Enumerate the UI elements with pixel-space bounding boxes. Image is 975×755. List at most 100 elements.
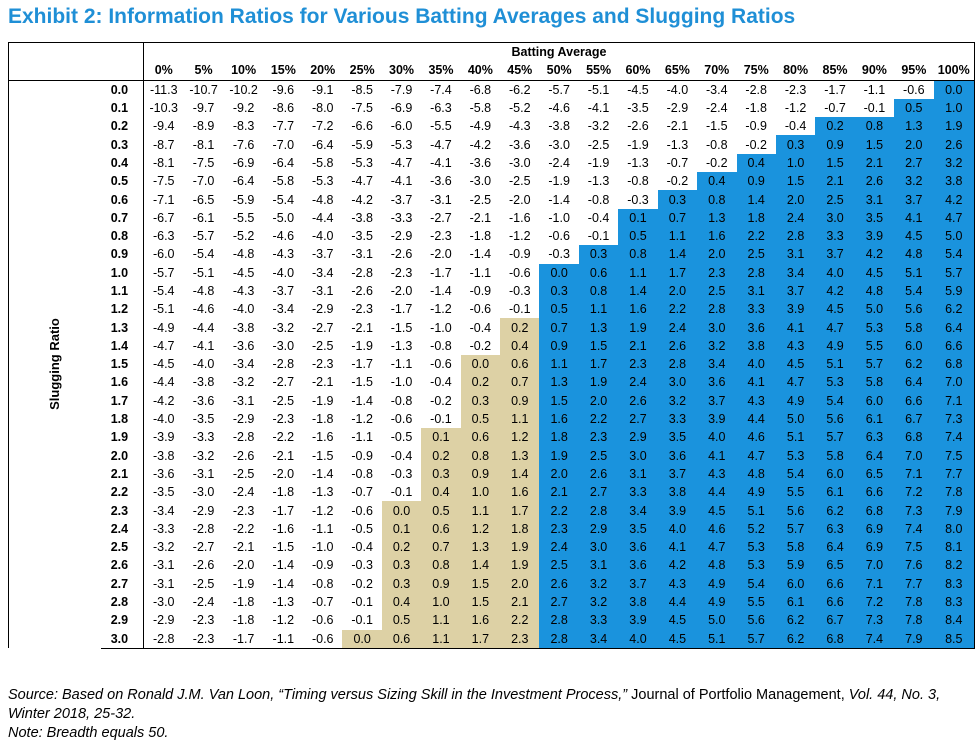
table-cell: 0.5	[618, 226, 658, 246]
table-cell: 0.8	[854, 117, 895, 136]
table-cell: -4.5	[232, 265, 255, 280]
table-cell: -2.5	[508, 174, 531, 189]
table-cell: -3.9	[152, 430, 175, 445]
table-cell: -2.0	[390, 284, 413, 298]
table-cell: -5.1	[192, 265, 215, 280]
table-cell: 1.6	[618, 300, 658, 319]
table-cell: 3.0	[815, 208, 855, 227]
table-cell: 5.5	[736, 592, 776, 612]
table-cell: 6.6	[815, 574, 855, 593]
table-cell: -5.8	[311, 155, 334, 170]
row-header: 0.5	[100, 172, 144, 191]
table-cell: 3.6	[736, 318, 776, 337]
table-cell: -2.3	[784, 82, 807, 97]
table-cell: -1.4	[548, 192, 570, 207]
table-cell: -0.5	[351, 521, 373, 536]
table-cell: 0.7	[500, 373, 540, 392]
table-cell: 6.1	[775, 592, 816, 612]
table-cell: 7.5	[894, 538, 934, 557]
table-cell: -0.4	[469, 320, 492, 335]
table-cell: 0.7	[421, 538, 461, 557]
table-cell: 4.0	[657, 519, 698, 539]
table-cell: 1.4	[460, 556, 501, 575]
row-header: 0.0	[100, 80, 144, 99]
table-cell: 0.6	[421, 519, 461, 539]
table-cell: 0.3	[381, 556, 422, 575]
table-cell: 4.7	[933, 208, 975, 227]
table-cell: 2.5	[736, 245, 776, 264]
table-cell: 2.3	[500, 629, 540, 649]
row-header: 2.3	[100, 501, 144, 520]
table-cell: -3.1	[430, 192, 452, 207]
table-cell: 5.0	[697, 611, 737, 630]
table-cell: 5.1	[815, 355, 855, 374]
table-cell: 4.5	[854, 263, 895, 282]
table-cell: 0.0	[342, 629, 382, 649]
table-cell: -2.9	[192, 503, 215, 518]
table-cell: 2.6	[578, 464, 619, 484]
table-cell: 7.4	[933, 428, 975, 447]
table-cell: -0.9	[469, 284, 492, 298]
table-cell: -7.5	[351, 101, 373, 116]
table-cell: -0.6	[430, 357, 452, 372]
table-cell: 7.3	[933, 409, 975, 429]
table-cell: -5.7	[192, 229, 215, 244]
table-cell: -3.6	[152, 466, 175, 481]
row-header: 1.4	[100, 336, 144, 356]
table-cell: -9.7	[192, 101, 215, 116]
table-cell: -0.1	[351, 613, 373, 628]
table-cell: -4.1	[192, 338, 215, 353]
table-cell: 2.6	[854, 172, 895, 191]
table-cell: -6.6	[351, 119, 373, 134]
table-cell: -2.1	[469, 210, 492, 225]
table-cell: 7.1	[854, 574, 895, 593]
table-cell: 0.4	[736, 153, 776, 173]
table-cell: -1.0	[390, 375, 413, 390]
table-cell: 0.1	[421, 428, 461, 447]
table-cell: -3.3	[152, 521, 175, 536]
table-cell: 4.8	[697, 556, 737, 575]
column-header-55pct: 55%	[578, 61, 619, 81]
table-cell: 1.1	[578, 300, 619, 319]
table-cell: 5.6	[775, 501, 816, 520]
table-cell: 0.4	[500, 336, 540, 356]
table-cell: -7.0	[192, 174, 215, 189]
table-cell: -6.9	[390, 101, 413, 116]
row-header: 0.2	[100, 117, 144, 136]
table-cell: 3.1	[618, 464, 658, 484]
table-cell: 3.2	[894, 172, 934, 191]
table-cell: 7.9	[933, 501, 975, 520]
column-axis-title: Batting Average	[143, 42, 975, 62]
table-cell: 7.8	[894, 592, 934, 612]
table-cell: 1.1	[618, 263, 658, 282]
column-header-10pct: 10%	[223, 61, 264, 81]
table-cell: 1.8	[539, 428, 579, 447]
table-cell: -11.3	[149, 82, 178, 97]
table-cell: -2.3	[183, 629, 224, 649]
table-cell: -0.9	[311, 558, 334, 573]
table-cell: -5.1	[152, 302, 175, 317]
table-cell: 3.5	[657, 428, 698, 447]
table-cell: 1.1	[421, 611, 461, 630]
row-header: 2.4	[100, 519, 144, 539]
table-cell: -1.5	[390, 320, 413, 335]
table-cell: 2.7	[578, 483, 619, 502]
table-cell: -3.6	[192, 393, 215, 408]
table-cell: 6.6	[894, 391, 934, 410]
table-cell: 5.5	[775, 483, 816, 502]
table-cell: -0.6	[390, 412, 413, 427]
table-cell: 2.0	[578, 391, 619, 410]
table-cell: -1.3	[311, 485, 334, 500]
row-header: 1.6	[100, 373, 144, 392]
table-cell: 0.9	[460, 464, 501, 484]
table-cell: 5.3	[815, 373, 855, 392]
table-cell: -2.3	[311, 357, 334, 372]
table-cell: 8.3	[933, 592, 975, 612]
table-cell: -1.8	[311, 412, 334, 427]
table-cell: -1.9	[587, 155, 610, 170]
table-cell: -1.4	[430, 284, 452, 298]
table-cell: 3.7	[815, 245, 855, 264]
table-cell: 0.4	[697, 172, 737, 191]
table-cell: -5.4	[272, 192, 295, 207]
table-cell: -4.4	[311, 210, 334, 225]
